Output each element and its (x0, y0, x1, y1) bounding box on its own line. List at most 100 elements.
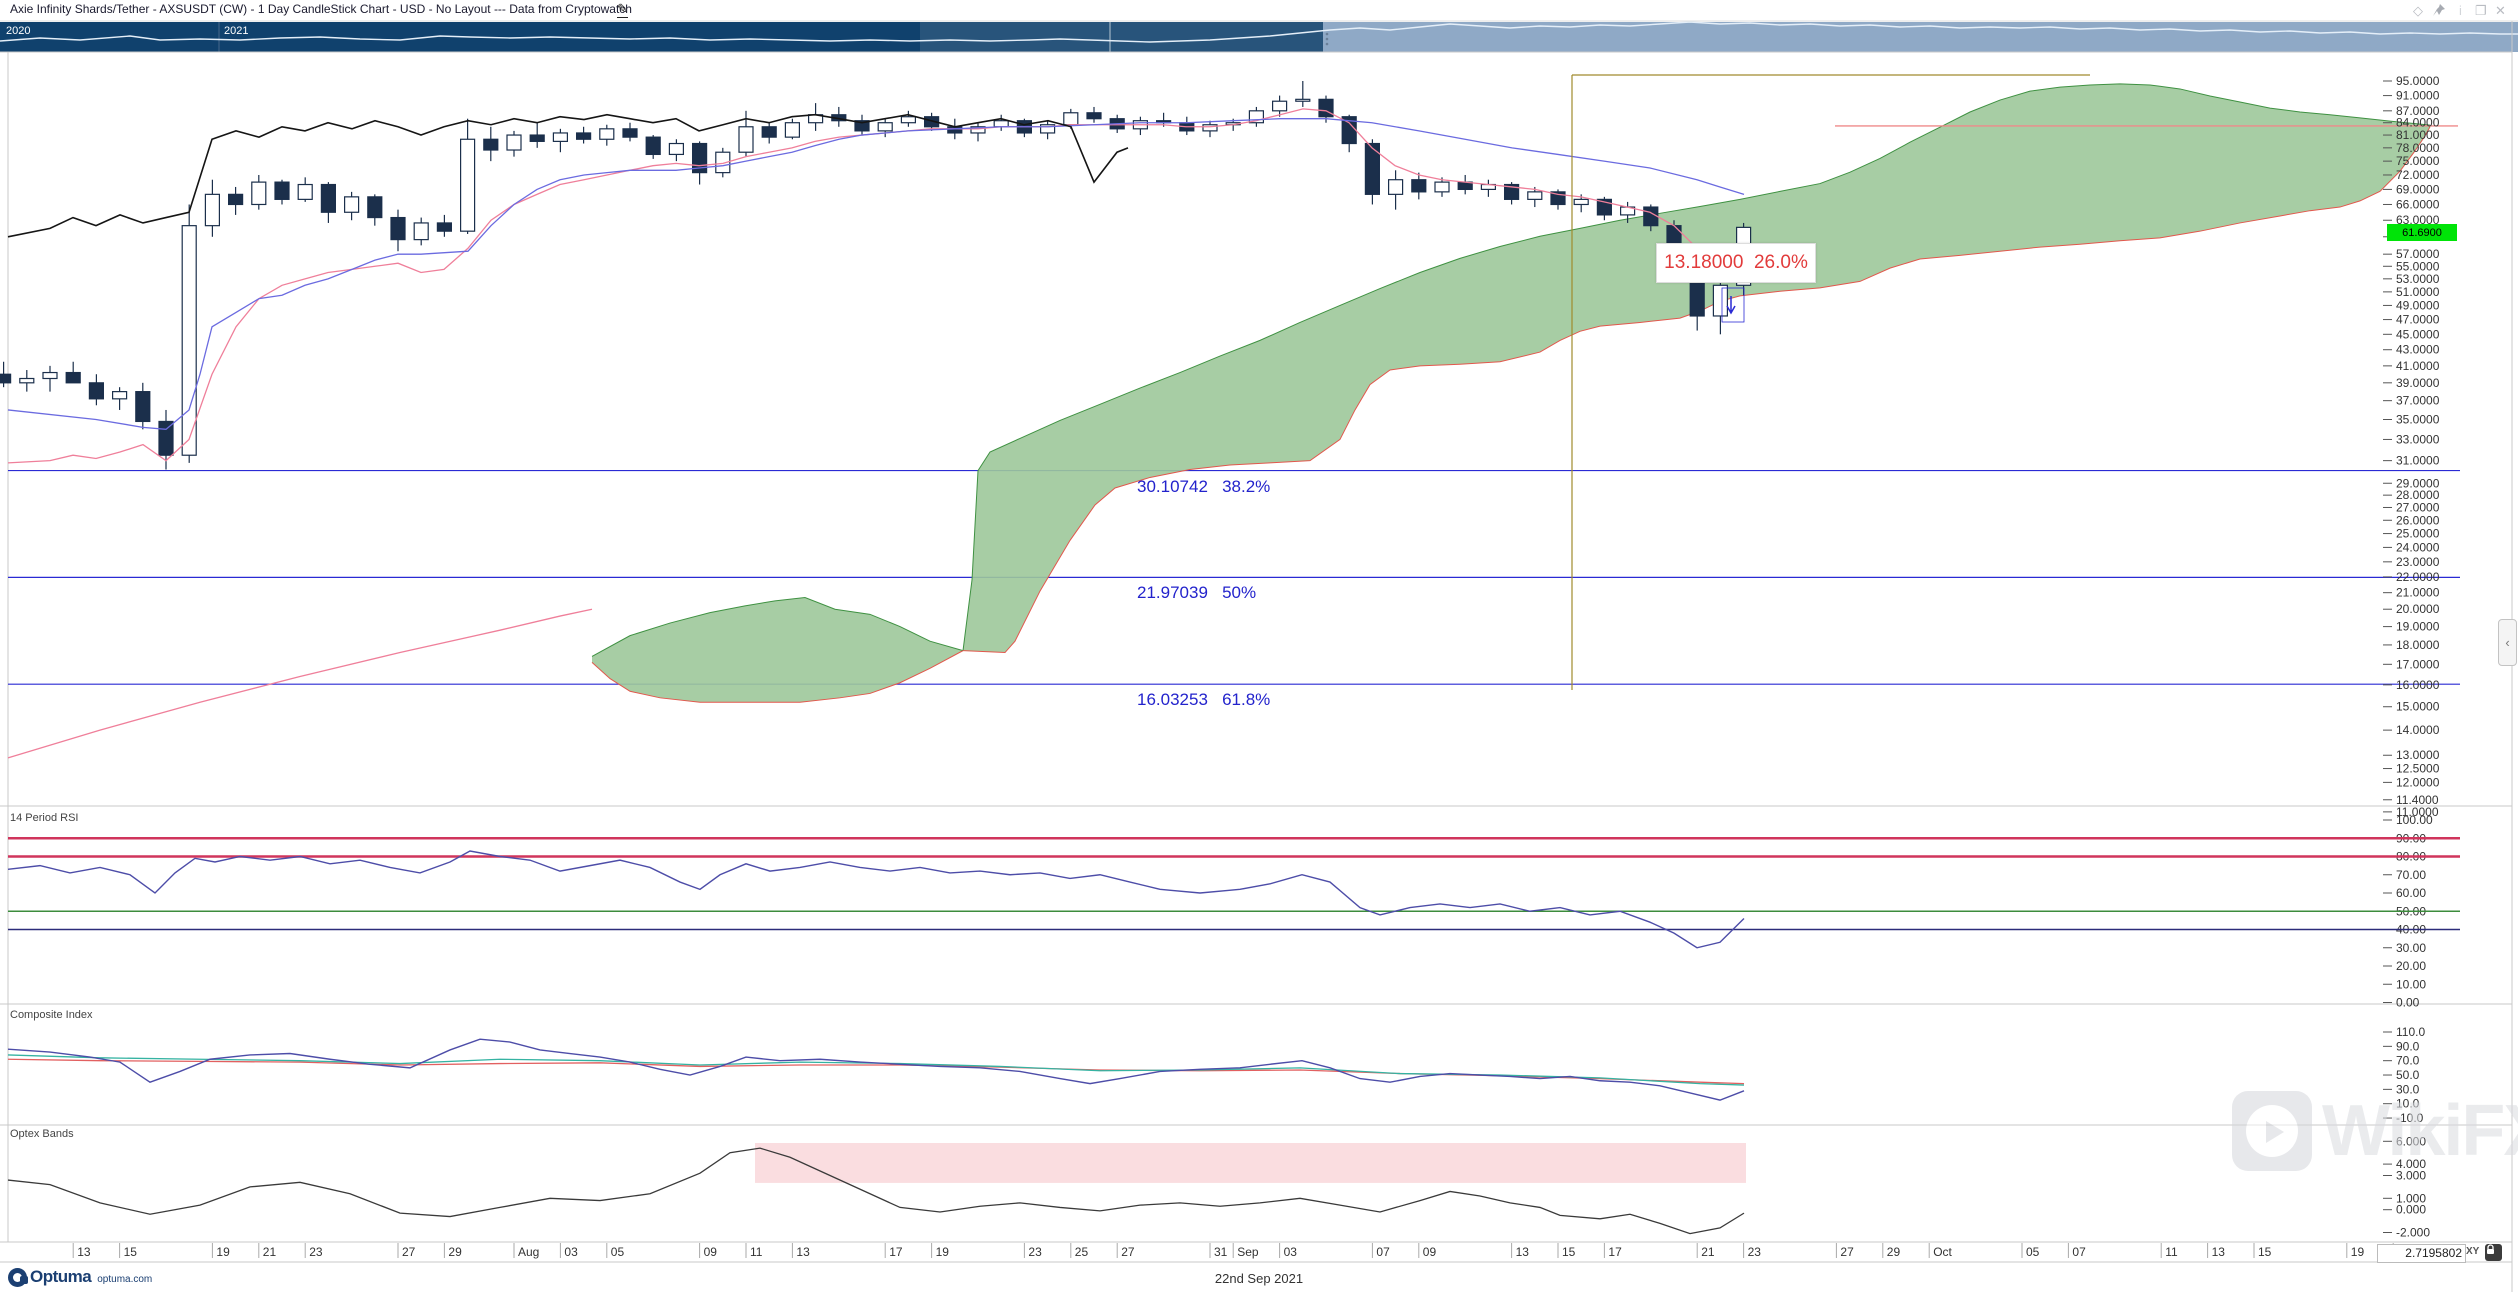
date-tick: Sep (1237, 1245, 1259, 1259)
date-tick: 19 (2351, 1245, 2365, 1259)
ichimoku-cloud (963, 83, 2430, 653)
diamond-icon[interactable]: ◇ (2413, 3, 2423, 18)
date-tick: 13 (796, 1245, 810, 1259)
price-tick: 63.0000 (2396, 213, 2440, 227)
navigator-drag-handle[interactable] (1325, 32, 1329, 36)
price-tick: 53.0000 (2396, 272, 2440, 286)
axis-tick: 30.0 (2396, 1082, 2420, 1096)
date-tick: 23 (1748, 1245, 1762, 1259)
price-tick: 35.0000 (2396, 413, 2440, 427)
lock-icon[interactable] (2485, 1244, 2502, 1261)
optex-panel-label: Optex Bands (10, 1128, 74, 1140)
close-icon[interactable]: ✕ (2495, 3, 2506, 18)
price-tick: 31.0000 (2396, 454, 2440, 468)
date-tick: Oct (1933, 1245, 1952, 1259)
navigator-year-2021: 2021 (224, 25, 249, 37)
ichimoku-cloud (592, 597, 963, 703)
navigator-drag-handle[interactable] (1325, 42, 1329, 46)
price-tick: 37.0000 (2396, 394, 2440, 408)
date-tick: 27 (1840, 1245, 1854, 1259)
composite-panel-label: Composite Index (10, 1009, 93, 1021)
date-tick: 09 (704, 1245, 718, 1259)
axis-tick: 50.0 (2396, 1068, 2420, 1082)
price-tick: 84.0000 (2396, 116, 2440, 130)
axis-tick: 6.000 (2396, 1134, 2426, 1148)
date-tick: 19 (216, 1245, 230, 1259)
date-tick: 13 (1516, 1245, 1530, 1259)
price-tick: 45.0000 (2396, 327, 2440, 341)
axis-tick: -10.0 (2396, 1111, 2424, 1125)
rsi-line (7, 850, 1745, 949)
price-tick: 12.0000 (2396, 775, 2440, 789)
price-tick: 57.0000 (2396, 247, 2440, 261)
date-tick: 17 (1608, 1245, 1622, 1259)
rsi-axis[interactable]: 100.0090.0080.0070.0060.0050.0040.0030.0… (2383, 813, 2433, 1010)
price-tick: 24.0000 (2396, 540, 2440, 554)
date-tick: 27 (402, 1245, 416, 1259)
date-tick: 23 (1028, 1245, 1042, 1259)
fib-label-61-8: 16.03253 61.8% (1137, 690, 1271, 710)
navigator-drag-handle[interactable] (1325, 37, 1329, 41)
date-tick: Aug (518, 1245, 539, 1259)
optex-line (7, 1147, 1745, 1235)
price-tick: 18.0000 (2396, 638, 2440, 652)
arrow-box-annotation[interactable] (1721, 287, 1745, 323)
date-tick: 13 (2212, 1245, 2226, 1259)
date-tick: 23 (309, 1245, 323, 1259)
price-tick: 95.0000 (2396, 74, 2440, 88)
price-tick: 41.0000 (2396, 359, 2440, 373)
watermark: WikiFX (2232, 1090, 2518, 1172)
optuma-brand: Optuma (30, 1267, 92, 1286)
price-tick: 29.0000 (2396, 476, 2440, 490)
collapse-panel-chevron[interactable]: ‹ (2498, 619, 2517, 666)
footer-date: 22nd Sep 2021 (1214, 1271, 1304, 1286)
price-tick: 12.5000 (2396, 762, 2440, 776)
axis-tick: 100.00 (2396, 813, 2433, 827)
date-tick: 09 (1423, 1245, 1437, 1259)
axis-tick: 1.000 (2396, 1191, 2426, 1205)
price-tick: 22.0000 (2396, 570, 2440, 584)
xy-axis-label[interactable]: XY (2466, 1246, 2480, 1257)
price-tick: 14.0000 (2396, 723, 2440, 737)
optuma-site: optuma.com (97, 1273, 153, 1285)
axis-tick: -2.000 (2396, 1226, 2430, 1240)
axis-tick: 60.00 (2396, 886, 2426, 900)
date-tick: 11 (2165, 1245, 2178, 1259)
down-arrow-annotation[interactable] (1726, 296, 1736, 315)
black-ma-line (7, 113, 1129, 238)
composite-axis[interactable]: 110.090.070.050.030.010.0-10.0 (2383, 1025, 2425, 1125)
price-tick: 66.0000 (2396, 197, 2440, 211)
price-measure-label[interactable]: 13.18000 26.0% (1656, 243, 1816, 283)
price-tick: 20.0000 (2396, 602, 2440, 616)
axis-tick: 0.000 (2396, 1203, 2426, 1217)
last-price-tag: 61.6900 (2387, 224, 2457, 241)
price-tick: 16.0000 (2396, 678, 2440, 692)
date-axis[interactable]: 13 15 19 21 23 27 29 Aug 03 05 09 11 13 17 19 23 25 27 31 S… (72, 1243, 2411, 1259)
price-tick: 91.0000 (2396, 89, 2440, 103)
price-tick: 11.0000 (2396, 805, 2439, 819)
date-tick: 27 (1121, 1245, 1135, 1259)
price-axis[interactable]: 95.000091.000087.000084.000081.000078.00… (2383, 74, 2440, 819)
date-tick: 29 (448, 1245, 462, 1259)
edit-title-icon[interactable]: ✎ (617, 1, 628, 18)
navigator-year-2020: 2020 (6, 25, 31, 37)
watermark-play-icon (2232, 1091, 2312, 1171)
date-tick: 21 (263, 1245, 277, 1259)
price-tick: 75.0000 (2396, 154, 2440, 168)
price-tick: 27.0000 (2396, 500, 2440, 514)
date-tick: 19 (936, 1245, 950, 1259)
restore-window-icon[interactable]: ❐ (2475, 3, 2487, 18)
optuma-logo[interactable]: Optuma optuma.com (8, 1267, 152, 1287)
date-tick: 03 (564, 1245, 578, 1259)
crosshair-value-box[interactable]: 2.7195802 (2377, 1244, 2466, 1263)
price-tick: 87.0000 (2396, 104, 2440, 118)
axis-tick: 70.00 (2396, 868, 2426, 882)
chart-title: Axie Infinity Shards/Tether - AXSUSDT (C… (10, 2, 632, 16)
date-tick: 21 (1701, 1245, 1715, 1259)
info-icon[interactable]: i (2459, 3, 2462, 18)
date-tick: 13 (77, 1245, 91, 1259)
price-tick: 11.4000 (2396, 793, 2439, 807)
date-tick: 05 (2026, 1245, 2040, 1259)
